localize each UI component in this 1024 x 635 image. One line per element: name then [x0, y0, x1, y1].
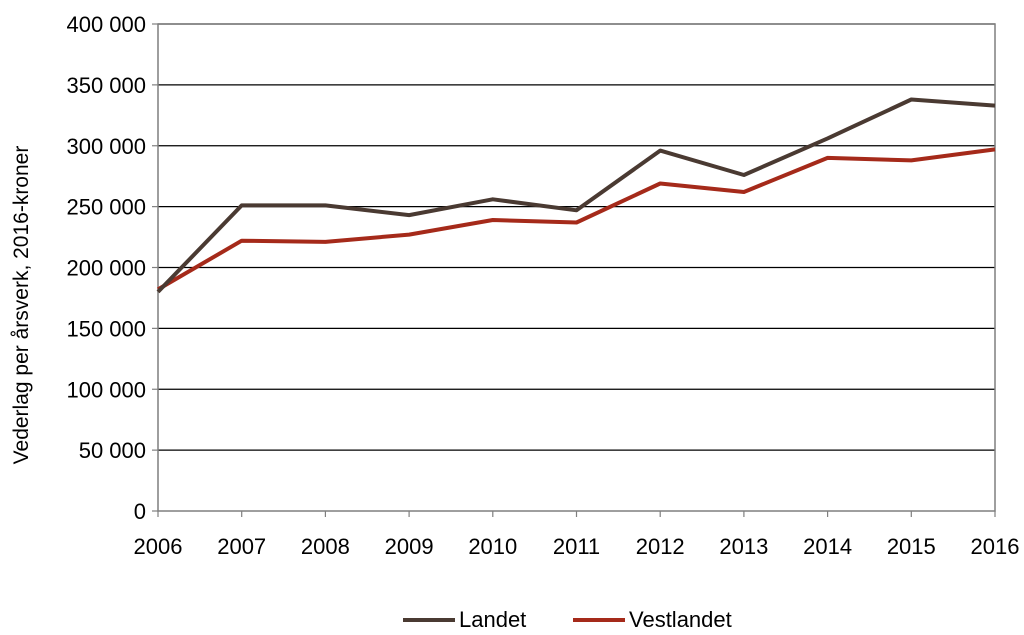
x-axis-ticks: 2006 2007 2008 2009 2010 2011 2012 2013 2014 2015…	[134, 511, 1020, 559]
x-tick-label: 2007	[217, 534, 266, 559]
x-tick-label: 2012	[636, 534, 685, 559]
x-tick-label: 2014	[803, 534, 852, 559]
series-lines	[156, 97, 996, 294]
legend-label-landet: Landet	[459, 607, 526, 632]
y-axis-title: Vederlag per årsverk, 2016-kroner	[10, 146, 33, 465]
x-tick-label: 2010	[468, 534, 517, 559]
series-line-vestlandet	[156, 147, 996, 292]
y-tick-label: 200 000	[66, 256, 146, 281]
y-tick-label: 0	[134, 499, 146, 524]
y-tick-label: 100 000	[66, 377, 146, 402]
y-tick-label: 50 000	[79, 438, 146, 463]
y-tick-label: 400 000	[66, 12, 146, 37]
x-tick-label: 2009	[385, 534, 434, 559]
y-tick-label: 250 000	[66, 195, 146, 220]
x-tick-label: 2016	[971, 534, 1020, 559]
y-axis-ticks: 0 50 000 100 000 150 000 200 000 250 000 300 0…	[66, 12, 158, 524]
y-tick-label: 300 000	[66, 134, 146, 159]
series-line-landet	[156, 97, 996, 294]
x-tick-label: 2008	[301, 534, 350, 559]
legend-label-vestlandet: Vestlandet	[629, 607, 732, 632]
x-tick-label: 2006	[134, 534, 183, 559]
y-tick-label: 350 000	[66, 73, 146, 98]
x-tick-label: 2015	[887, 534, 936, 559]
gridlines	[158, 23, 995, 451]
x-tick-label: 2013	[719, 534, 768, 559]
y-tick-label: 150 000	[66, 316, 146, 341]
x-tick-label: 2011	[553, 534, 600, 559]
legend: Landet Vestlandet	[403, 607, 732, 632]
